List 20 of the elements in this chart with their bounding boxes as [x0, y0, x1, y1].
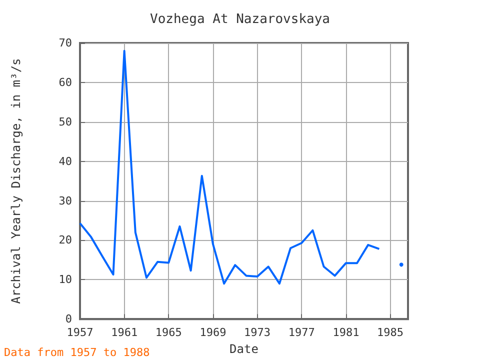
x-tick-label: 1977 — [288, 326, 315, 340]
y-tick-label: 0 — [65, 312, 72, 326]
y-tick-label: 20 — [58, 234, 72, 247]
y-tick-label: 40 — [58, 154, 72, 168]
y-tick-label: 10 — [58, 273, 72, 286]
text: Data from 1957 to 1988 — [4, 346, 150, 359]
x-axis-title: Date — [230, 342, 258, 356]
y-tick-label: 50 — [58, 115, 72, 128]
x-tick-label: 1985 — [377, 326, 404, 340]
x-tick-label: 1961 — [111, 326, 138, 340]
y-axis-title: Archival Yearly Discharge, in m³/s — [9, 58, 23, 304]
y-tick-label: 70 — [58, 36, 72, 50]
y-tick-label: 60 — [58, 76, 72, 89]
x-tick-label: 1981 — [332, 326, 360, 340]
x-tick-label: 1969 — [200, 326, 226, 340]
x-tick-label: 1957 — [66, 326, 94, 340]
y-tick-label: 30 — [58, 194, 72, 208]
x-tick-label: 1973 — [244, 326, 271, 340]
chart-title: Vozhega At Nazarovskaya — [150, 12, 330, 27]
x-tick-label: 1965 — [155, 326, 182, 340]
